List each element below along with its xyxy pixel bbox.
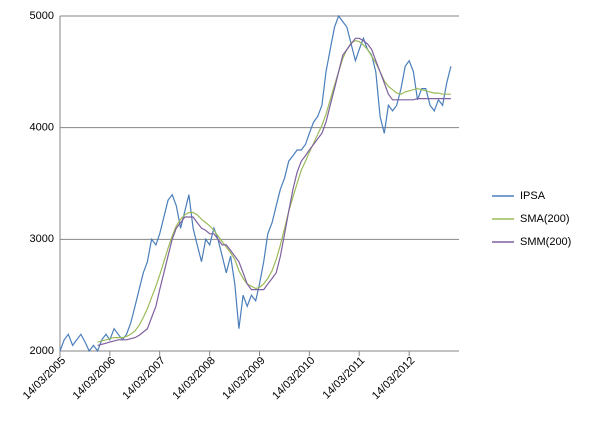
series-line [97, 39, 451, 343]
legend-label: SMM(200) [520, 236, 571, 248]
y-tick-label: 4000 [30, 122, 54, 134]
series-line [97, 37, 451, 346]
y-tick-label: 2000 [30, 345, 54, 357]
series-line [59, 14, 452, 353]
legend-label: IPSA [520, 190, 546, 202]
legend-label: SMA(200) [520, 213, 570, 225]
y-tick-label: 3000 [30, 233, 54, 245]
y-tick-label: 5000 [30, 10, 54, 22]
